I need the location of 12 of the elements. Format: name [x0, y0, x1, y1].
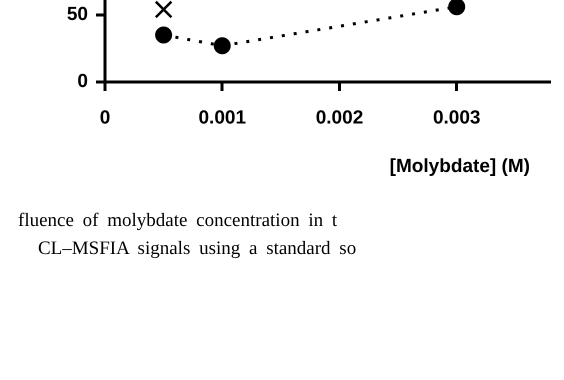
x-axis-title: [Molybdate] (M): [390, 156, 530, 178]
point: [155, 26, 172, 44]
point: [448, 0, 466, 16]
y-tick-label: 50: [66, 4, 88, 26]
x-tick-label: 0.003: [432, 108, 480, 129]
x-tick-label: 0.001: [198, 108, 246, 129]
x-tick-label: 0: [100, 108, 110, 129]
point: [154, 0, 173, 18]
x-tick-label: 0.002: [316, 108, 364, 129]
text: CL–MSFIA signals using a standard so: [38, 238, 356, 260]
point: [214, 37, 231, 54]
text: fluence of molybdate concentration in t: [18, 210, 338, 232]
